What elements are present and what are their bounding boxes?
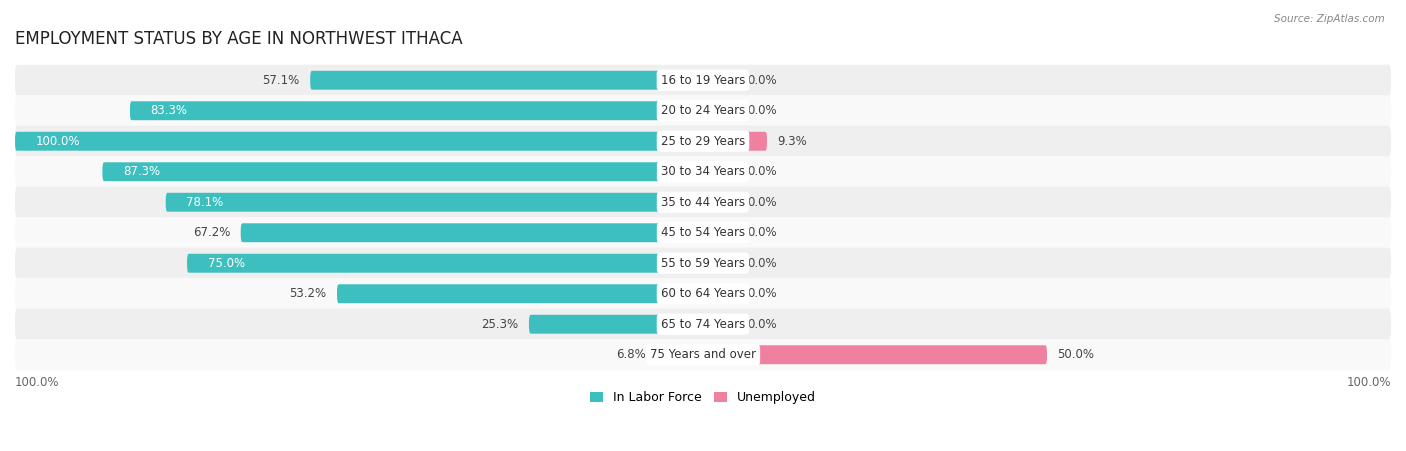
FancyBboxPatch shape — [15, 308, 1391, 340]
FancyBboxPatch shape — [15, 132, 703, 151]
FancyBboxPatch shape — [703, 315, 737, 334]
Text: 25 to 29 Years: 25 to 29 Years — [661, 135, 745, 148]
FancyBboxPatch shape — [703, 254, 737, 273]
Text: EMPLOYMENT STATUS BY AGE IN NORTHWEST ITHACA: EMPLOYMENT STATUS BY AGE IN NORTHWEST IT… — [15, 30, 463, 48]
Text: 57.1%: 57.1% — [263, 74, 299, 87]
Text: 6.8%: 6.8% — [616, 348, 645, 361]
FancyBboxPatch shape — [703, 193, 737, 212]
Text: 55 to 59 Years: 55 to 59 Years — [661, 257, 745, 270]
Text: 16 to 19 Years: 16 to 19 Years — [661, 74, 745, 87]
Legend: In Labor Force, Unemployed: In Labor Force, Unemployed — [585, 386, 821, 409]
Text: 0.0%: 0.0% — [748, 104, 778, 117]
FancyBboxPatch shape — [15, 95, 1391, 126]
Text: 0.0%: 0.0% — [748, 257, 778, 270]
FancyBboxPatch shape — [15, 64, 1391, 96]
Text: 100.0%: 100.0% — [1347, 376, 1391, 389]
Text: 65 to 74 Years: 65 to 74 Years — [661, 318, 745, 331]
Text: 83.3%: 83.3% — [150, 104, 187, 117]
FancyBboxPatch shape — [15, 126, 1391, 157]
Text: 30 to 34 Years: 30 to 34 Years — [661, 165, 745, 178]
FancyBboxPatch shape — [15, 156, 1391, 187]
FancyBboxPatch shape — [703, 101, 737, 120]
Text: 60 to 64 Years: 60 to 64 Years — [661, 287, 745, 300]
FancyBboxPatch shape — [15, 248, 1391, 279]
FancyBboxPatch shape — [15, 187, 1391, 218]
Text: 25.3%: 25.3% — [481, 318, 519, 331]
Text: 100.0%: 100.0% — [35, 135, 80, 148]
FancyBboxPatch shape — [187, 254, 703, 273]
FancyBboxPatch shape — [703, 345, 1047, 364]
Text: 35 to 44 Years: 35 to 44 Years — [661, 196, 745, 209]
FancyBboxPatch shape — [15, 278, 1391, 309]
FancyBboxPatch shape — [337, 284, 703, 303]
Text: 75.0%: 75.0% — [208, 257, 245, 270]
FancyBboxPatch shape — [703, 223, 737, 242]
FancyBboxPatch shape — [703, 71, 737, 90]
Text: 100.0%: 100.0% — [15, 376, 59, 389]
Text: 0.0%: 0.0% — [748, 196, 778, 209]
Text: 9.3%: 9.3% — [778, 135, 807, 148]
FancyBboxPatch shape — [703, 132, 768, 151]
FancyBboxPatch shape — [240, 223, 703, 242]
FancyBboxPatch shape — [311, 71, 703, 90]
Text: 0.0%: 0.0% — [748, 226, 778, 239]
Text: 67.2%: 67.2% — [193, 226, 231, 239]
FancyBboxPatch shape — [529, 315, 703, 334]
Text: 45 to 54 Years: 45 to 54 Years — [661, 226, 745, 239]
Text: 0.0%: 0.0% — [748, 74, 778, 87]
Text: 0.0%: 0.0% — [748, 165, 778, 178]
FancyBboxPatch shape — [15, 339, 1391, 370]
Text: 20 to 24 Years: 20 to 24 Years — [661, 104, 745, 117]
Text: 75 Years and over: 75 Years and over — [650, 348, 756, 361]
FancyBboxPatch shape — [166, 193, 703, 212]
FancyBboxPatch shape — [703, 284, 737, 303]
FancyBboxPatch shape — [129, 101, 703, 120]
FancyBboxPatch shape — [15, 217, 1391, 249]
Text: 50.0%: 50.0% — [1057, 348, 1094, 361]
Text: 0.0%: 0.0% — [748, 318, 778, 331]
FancyBboxPatch shape — [657, 345, 703, 364]
FancyBboxPatch shape — [103, 162, 703, 181]
Text: 53.2%: 53.2% — [290, 287, 326, 300]
FancyBboxPatch shape — [703, 162, 737, 181]
Text: 87.3%: 87.3% — [124, 165, 160, 178]
Text: 0.0%: 0.0% — [748, 287, 778, 300]
Text: 78.1%: 78.1% — [187, 196, 224, 209]
Text: Source: ZipAtlas.com: Source: ZipAtlas.com — [1274, 14, 1385, 23]
